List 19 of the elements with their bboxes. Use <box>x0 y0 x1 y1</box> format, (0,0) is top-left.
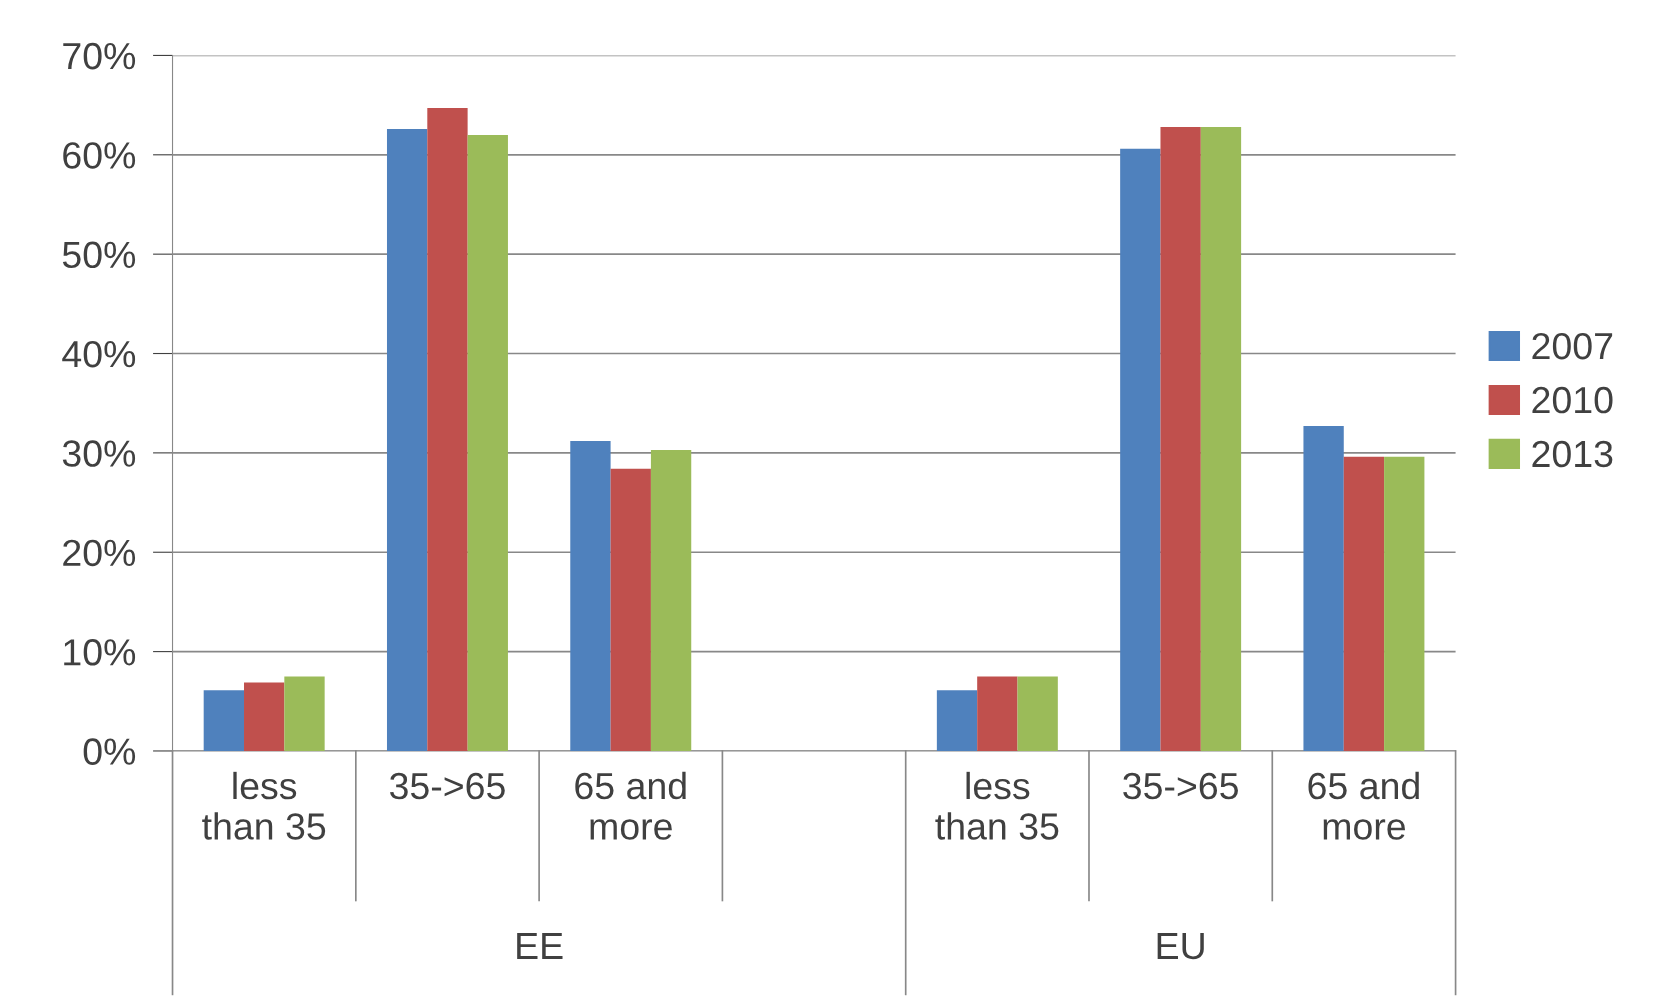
y-tick-label: 0% <box>83 738 136 765</box>
y-tick-label: 10% <box>64 639 136 666</box>
x-tick-label: 65 and more <box>1308 771 1419 840</box>
x-tick-label: less than 35 <box>202 771 326 840</box>
x-tick-label: 65 and more <box>575 771 686 840</box>
legend-label: 2010 <box>1532 386 1613 414</box>
y-tick-label: 60% <box>63 142 136 169</box>
y-tick-label: 40% <box>62 340 136 368</box>
text: EE <box>517 933 563 959</box>
y-tick-label: 50% <box>62 241 136 269</box>
legend-label: 2007 <box>1532 332 1613 360</box>
x-tick-label: 35->65 <box>1123 772 1238 800</box>
text: EU <box>1157 933 1204 960</box>
y-tick-label: 20% <box>63 539 136 567</box>
y-tick-label: 30% <box>62 440 136 467</box>
legend-label: 2013 <box>1532 440 1613 468</box>
x-tick-label: less than 35 <box>935 771 1059 840</box>
y-tick-label: 70% <box>63 42 136 70</box>
x-tick-label: 35->65 <box>389 772 505 800</box>
